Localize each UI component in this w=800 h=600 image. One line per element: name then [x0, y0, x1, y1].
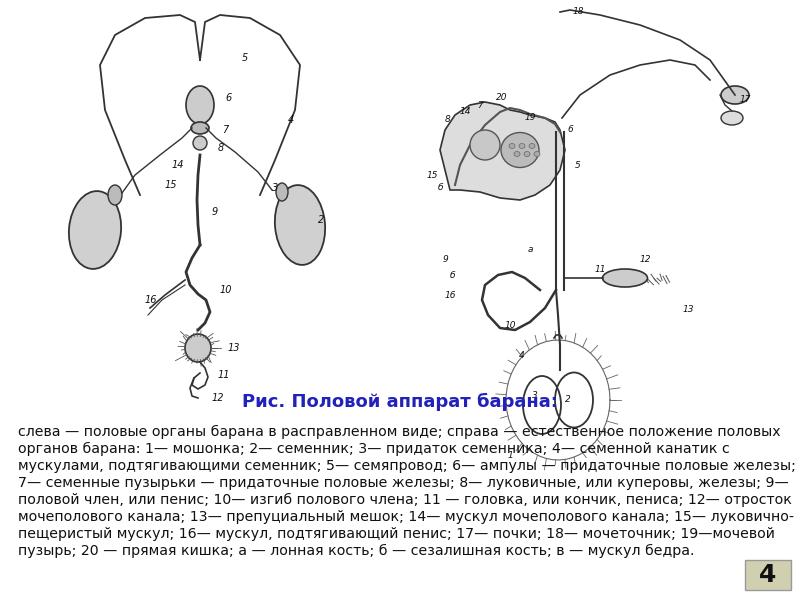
- Ellipse shape: [721, 111, 743, 125]
- Text: 2: 2: [318, 215, 324, 225]
- Text: 5: 5: [242, 53, 248, 63]
- Ellipse shape: [529, 143, 535, 148]
- Text: 7: 7: [477, 100, 483, 109]
- Ellipse shape: [602, 269, 647, 287]
- Text: 3: 3: [272, 183, 278, 193]
- Text: 4: 4: [288, 115, 294, 125]
- FancyBboxPatch shape: [745, 560, 791, 590]
- Text: 8: 8: [218, 143, 224, 153]
- Text: 15: 15: [426, 170, 438, 179]
- Text: органов барана: 1— мошонка; 2— семенник; 3— придаток семенника; 4— семенной кана: органов барана: 1— мошонка; 2— семенник;…: [18, 442, 730, 456]
- Text: 7: 7: [222, 125, 228, 135]
- Ellipse shape: [191, 122, 209, 134]
- Ellipse shape: [186, 86, 214, 124]
- Text: 10: 10: [504, 320, 516, 329]
- Ellipse shape: [193, 136, 207, 150]
- Text: а: а: [527, 245, 533, 254]
- Polygon shape: [440, 102, 565, 200]
- Text: 15: 15: [165, 180, 178, 190]
- Text: 17: 17: [739, 95, 750, 104]
- Ellipse shape: [519, 143, 525, 148]
- Text: 12: 12: [639, 256, 650, 265]
- Text: 11: 11: [594, 265, 606, 275]
- Text: 4: 4: [519, 350, 525, 359]
- Text: б: б: [438, 184, 442, 193]
- Ellipse shape: [534, 151, 540, 157]
- Text: 6: 6: [567, 125, 573, 134]
- Text: 20: 20: [496, 94, 508, 103]
- Ellipse shape: [509, 143, 515, 148]
- Text: Рис. Половой аппарат барана:: Рис. Половой аппарат барана:: [242, 393, 558, 411]
- Text: 11: 11: [218, 370, 230, 380]
- Text: 8: 8: [445, 115, 451, 124]
- Ellipse shape: [276, 183, 288, 201]
- Ellipse shape: [514, 151, 520, 157]
- Text: пещеристый мускул; 16— мускул, подтягивающий пенис; 17— почки; 18— мочеточник; 1: пещеристый мускул; 16— мускул, подтягива…: [18, 527, 775, 541]
- Text: 1: 1: [507, 451, 513, 460]
- Ellipse shape: [185, 334, 211, 362]
- Text: пузырь; 20 — прямая кишка; а — лонная кость; б — сезалишная кость; в — мускул бе: пузырь; 20 — прямая кишка; а — лонная ко…: [18, 544, 694, 558]
- Text: 10: 10: [220, 285, 233, 295]
- Text: половой член, или пенис; 10— изгиб полового члена; 11 — головка, или кончик, пен: половой член, или пенис; 10— изгиб полов…: [18, 493, 792, 507]
- Text: 13: 13: [228, 343, 241, 353]
- Ellipse shape: [108, 185, 122, 205]
- Ellipse shape: [501, 133, 539, 167]
- Text: 2: 2: [565, 395, 571, 404]
- Text: 7— семенные пузырьки — придаточные половые железы; 8— луковичные, или куперовы, : 7— семенные пузырьки — придаточные полов…: [18, 476, 789, 490]
- Ellipse shape: [470, 130, 500, 160]
- Text: 16: 16: [444, 290, 456, 299]
- Text: б: б: [450, 271, 454, 280]
- Ellipse shape: [721, 86, 749, 104]
- Text: 3: 3: [532, 391, 538, 400]
- Text: 14: 14: [172, 160, 185, 170]
- Text: 4: 4: [759, 563, 777, 587]
- Text: 6: 6: [225, 93, 231, 103]
- Text: 14: 14: [459, 107, 470, 116]
- Text: мускулами, подтягивающими семенник; 5— семяпровод; 6— ампулы — придаточные полов: мускулами, подтягивающими семенник; 5— с…: [18, 459, 796, 473]
- Text: мочеполового канала; 13— препуциальный мешок; 14— мускул мочеполового канала; 15: мочеполового канала; 13— препуциальный м…: [18, 510, 794, 524]
- Text: 19: 19: [524, 113, 536, 122]
- Text: 12: 12: [212, 393, 225, 403]
- Ellipse shape: [524, 151, 530, 157]
- Text: 13: 13: [682, 305, 694, 314]
- Text: 18: 18: [572, 7, 584, 16]
- Text: слева — половые органы барана в расправленном виде; справа — естественное положе: слева — половые органы барана в расправл…: [18, 425, 781, 439]
- Text: 5: 5: [575, 160, 581, 169]
- Text: 9: 9: [212, 207, 218, 217]
- Ellipse shape: [69, 191, 121, 269]
- Ellipse shape: [275, 185, 325, 265]
- Text: 9: 9: [442, 256, 448, 265]
- Text: 16: 16: [145, 295, 158, 305]
